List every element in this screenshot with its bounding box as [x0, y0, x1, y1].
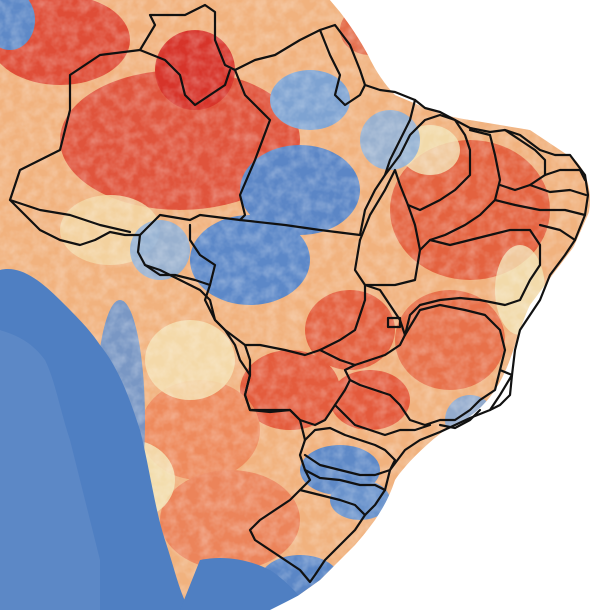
border-piaui [418, 128, 502, 252]
border-pb [528, 183, 588, 197]
border-parana [303, 426, 397, 477]
zone-low-west-inner [0, 330, 100, 610]
border-para-south [238, 98, 417, 237]
border-pe [493, 198, 587, 217]
border-minas [343, 303, 507, 427]
brazil-border [8, 3, 590, 584]
border-ceara [498, 128, 547, 192]
zone-low-south [180, 558, 310, 610]
border-rs [298, 488, 367, 517]
border-maranhao [383, 113, 472, 212]
border-sp [333, 403, 432, 437]
border-bahia [403, 228, 542, 337]
border-rj [438, 408, 482, 430]
border-para-mt [138, 213, 242, 237]
border-amazonas-para [233, 68, 272, 222]
border-tocantins [358, 168, 422, 287]
border-df [386, 316, 402, 329]
border-sc [303, 468, 387, 492]
ocean-atlantic [270, 0, 605, 610]
border-al-se [538, 223, 577, 242]
border-goias [318, 283, 407, 367]
border-es [488, 368, 514, 412]
border-rn [543, 168, 587, 182]
state-boundaries [8, 3, 590, 584]
border-roraima [138, 48, 232, 107]
border-acre [8, 198, 132, 234]
border-amapa [318, 28, 367, 107]
border-mato-grosso [203, 238, 367, 357]
